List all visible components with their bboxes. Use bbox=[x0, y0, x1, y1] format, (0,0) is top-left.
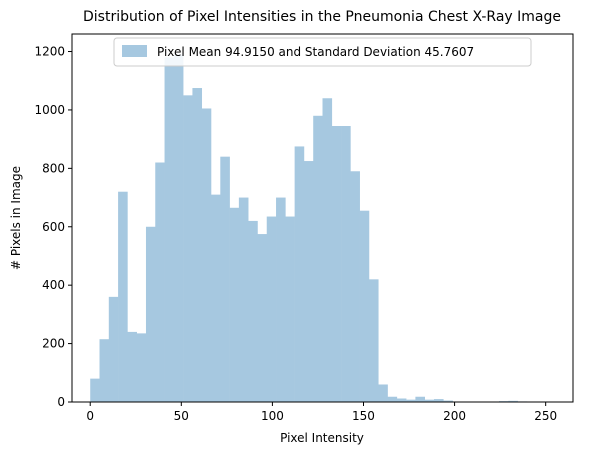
y-tick-label: 400 bbox=[42, 278, 65, 292]
legend: Pixel Mean 94.9150 and Standard Deviatio… bbox=[113, 37, 532, 67]
histogram-bar bbox=[303, 161, 314, 402]
histogram-bar bbox=[406, 399, 416, 402]
histogram-bar bbox=[155, 162, 165, 402]
histogram-bar bbox=[359, 210, 370, 402]
histogram-bar bbox=[164, 57, 175, 403]
y-tick-label: 600 bbox=[42, 220, 65, 234]
histogram-bar bbox=[145, 226, 156, 402]
histogram-bar bbox=[257, 234, 268, 402]
chart-title: Distribution of Pixel Intensities in the… bbox=[83, 9, 561, 25]
legend-swatch bbox=[122, 45, 147, 57]
histogram-bar bbox=[192, 88, 203, 402]
legend-label: Pixel Mean 94.9150 and Standard Deviatio… bbox=[157, 45, 474, 59]
x-tick-label: 50 bbox=[174, 409, 189, 423]
y-tick-label: 200 bbox=[42, 337, 65, 351]
histogram-bar bbox=[434, 399, 444, 402]
histogram-bar bbox=[396, 398, 407, 402]
histogram-bar bbox=[173, 54, 184, 402]
histogram-bar bbox=[322, 98, 333, 402]
histogram-bars bbox=[90, 54, 528, 403]
histogram-bar bbox=[276, 197, 286, 402]
y-axis-ticks: 0 200 400 600 800 1000 1200 bbox=[34, 45, 72, 409]
histogram-bar bbox=[387, 396, 398, 402]
histogram-bar bbox=[415, 396, 425, 402]
histogram-bar bbox=[201, 108, 212, 402]
x-tick-label: 200 bbox=[443, 409, 466, 423]
y-axis-label: # Pixels in Image bbox=[9, 166, 23, 270]
histogram-bar bbox=[136, 333, 147, 402]
histogram-bar bbox=[183, 95, 193, 402]
histogram-bar bbox=[108, 296, 119, 402]
histogram-bar bbox=[313, 115, 323, 402]
histogram-bar bbox=[266, 216, 277, 402]
histogram-bar bbox=[350, 171, 360, 402]
plot-frame bbox=[71, 33, 574, 403]
x-tick-label: 100 bbox=[261, 409, 284, 423]
histogram-bar bbox=[424, 399, 435, 402]
histogram-bar bbox=[90, 378, 100, 402]
histogram-bar bbox=[508, 400, 518, 402]
histogram-bar bbox=[238, 197, 249, 402]
y-tick-label: 1200 bbox=[34, 45, 65, 59]
histogram-bar bbox=[285, 216, 295, 402]
histogram-bar bbox=[443, 400, 453, 402]
histogram-bar bbox=[229, 207, 240, 402]
x-axis-label: Pixel Intensity bbox=[280, 431, 364, 445]
histogram-bar bbox=[331, 126, 342, 402]
x-tick-label: 150 bbox=[352, 409, 375, 423]
histogram-bar bbox=[99, 339, 110, 402]
x-axis-ticks: 0 50 100 150 200 250 bbox=[86, 402, 557, 423]
histogram-bar bbox=[378, 384, 388, 402]
histogram-bar bbox=[127, 331, 137, 402]
y-tick-label: 0 bbox=[57, 395, 65, 409]
histogram-bar bbox=[341, 126, 351, 402]
histogram-bar bbox=[248, 220, 258, 402]
x-tick-label: 250 bbox=[534, 409, 557, 423]
histogram-bar bbox=[294, 146, 305, 402]
histogram-bar bbox=[118, 191, 128, 402]
legend-box bbox=[113, 37, 532, 67]
y-tick-label: 800 bbox=[42, 161, 65, 175]
histogram-bar bbox=[211, 194, 221, 402]
histogram-bar bbox=[220, 156, 230, 402]
histogram-bar bbox=[368, 279, 379, 402]
x-tick-label: 0 bbox=[86, 409, 94, 423]
y-tick-label: 1000 bbox=[34, 103, 65, 117]
